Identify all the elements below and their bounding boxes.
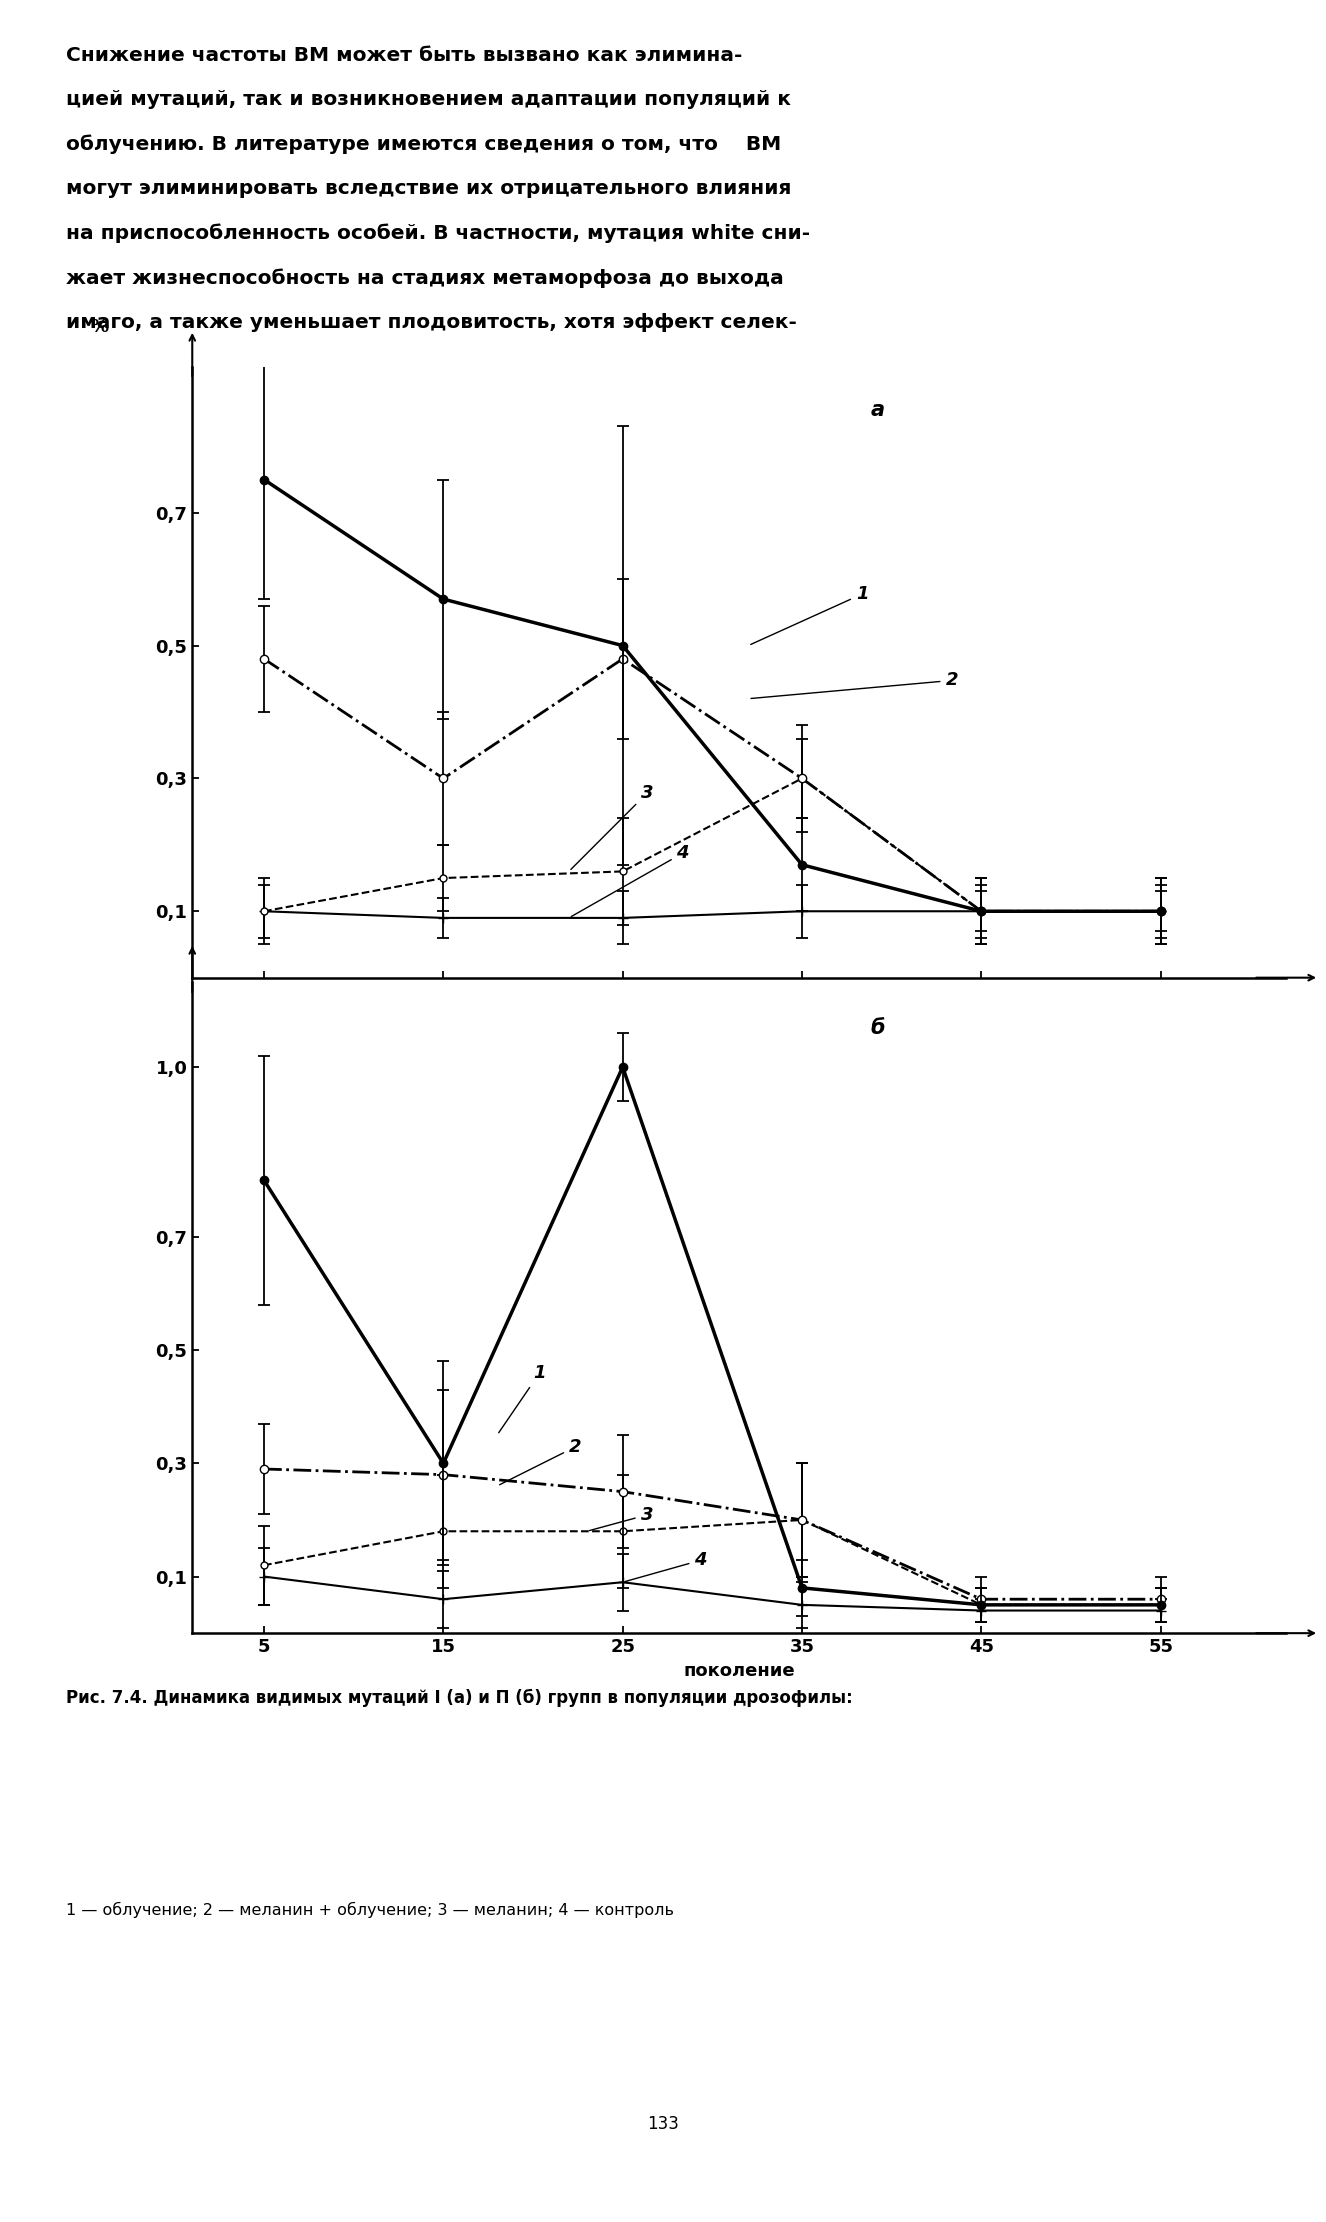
Text: жает жизнеспособность на стадиях метаморфоза до выхода: жает жизнеспособность на стадиях метамор…	[66, 269, 784, 287]
Text: 3: 3	[570, 784, 654, 869]
Text: могут элиминировать вследствие их отрицательного влияния: могут элиминировать вследствие их отрица…	[66, 180, 792, 198]
Text: а: а	[871, 400, 884, 420]
Text: облучению. В литературе имеются сведения о том, что    ВМ: облучению. В литературе имеются сведения…	[66, 136, 781, 153]
Text: 2: 2	[751, 671, 957, 698]
Text: 2: 2	[500, 1438, 581, 1484]
Text: 3: 3	[590, 1507, 654, 1531]
Text: %: %	[90, 318, 109, 336]
Text: 1: 1	[499, 1364, 545, 1433]
Text: 1 — облучение; 2 — меланин + облучение; 3 — меланин; 4 — контроль: 1 — облучение; 2 — меланин + облучение; …	[66, 1902, 675, 1918]
X-axis label: поколение: поколение	[683, 1662, 796, 1680]
Text: Снижение частоты ВМ может быть вызвано как элимина-: Снижение частоты ВМ может быть вызвано к…	[66, 47, 743, 64]
Text: имаго, а также уменьшает плодовитость, хотя эффект селек-: имаго, а также уменьшает плодовитость, х…	[66, 313, 797, 331]
Text: б: б	[871, 1018, 886, 1038]
Text: 4: 4	[572, 844, 690, 915]
Text: 1: 1	[751, 584, 869, 644]
Text: цией мутаций, так и возникновением адаптации популяций к: цией мутаций, так и возникновением адапт…	[66, 91, 792, 109]
Text: Рис. 7.4. Динамика видимых мутаций I (а) и П (б) групп в популяции дрозофилы:: Рис. 7.4. Динамика видимых мутаций I (а)…	[66, 1689, 853, 1706]
Text: 4: 4	[626, 1551, 707, 1582]
Text: на приспособленность особей. В частности, мутация white сни-: на приспособленность особей. В частности…	[66, 224, 810, 242]
Text: 133: 133	[647, 2115, 679, 2133]
